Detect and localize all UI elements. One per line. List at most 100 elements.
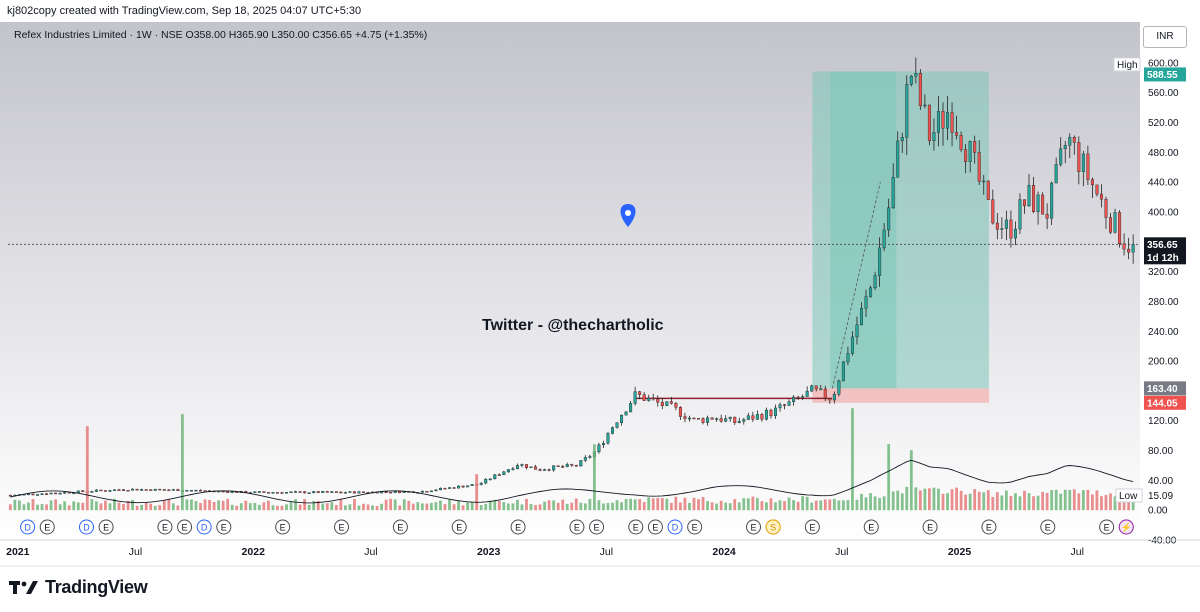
candle-body [1122, 243, 1126, 250]
candle [570, 463, 574, 467]
event-marker-earnings[interactable] [1040, 519, 1056, 535]
volume-bar [1027, 493, 1031, 511]
event-marker-earnings[interactable] [1099, 519, 1115, 535]
event-marker-dividend[interactable] [78, 519, 94, 535]
event-marker-earnings[interactable] [275, 519, 291, 535]
candle [90, 490, 94, 493]
candle [927, 104, 931, 146]
candle [642, 392, 646, 401]
candle-body [330, 491, 334, 493]
event-marker-earnings[interactable] [647, 519, 663, 535]
candle-body [1041, 194, 1045, 215]
volume-bar [402, 499, 406, 511]
volume-bar [946, 493, 949, 511]
event-marker-earnings[interactable] [804, 519, 820, 535]
stop-zone[interactable] [812, 388, 989, 403]
price-tick-label: 120.00 [1148, 416, 1179, 427]
volume-bar [778, 500, 782, 511]
price-tick-label: 320.00 [1148, 267, 1179, 278]
event-marker-earnings[interactable] [687, 519, 703, 535]
event-marker-earnings[interactable] [39, 519, 55, 535]
symbol-header[interactable]: Refex Industries Limited · 1W · NSE O358… [14, 29, 428, 41]
volume-bar [823, 499, 827, 511]
event-marker-earnings[interactable] [628, 519, 644, 535]
event-marker-earnings[interactable] [922, 519, 938, 535]
volume-bar [208, 499, 211, 511]
event-marker-dividend[interactable] [20, 519, 36, 535]
candle-body [719, 418, 723, 422]
volume-bar [171, 503, 175, 511]
currency-button[interactable]: INR [1143, 26, 1187, 48]
candle [262, 491, 266, 493]
candle [1013, 221, 1017, 246]
event-marker-earnings[interactable] [334, 519, 350, 535]
candle [710, 417, 714, 420]
volume-bar [248, 503, 252, 511]
volume-bar [488, 500, 492, 511]
volume-bar [606, 503, 610, 511]
event-marker-earnings[interactable] [569, 519, 585, 535]
candle-body [529, 466, 533, 468]
volume-bar [561, 499, 565, 511]
candle [683, 412, 687, 423]
price-axis[interactable] [1140, 22, 1200, 540]
candle-body [271, 492, 275, 494]
event-marker-earnings[interactable] [746, 519, 762, 535]
event-marker-earnings[interactable] [177, 519, 193, 535]
high-value-tag-bg [1144, 67, 1186, 82]
event-marker-earnings[interactable] [216, 519, 232, 535]
volume-bar [339, 499, 343, 511]
time-tick-label: 2022 [242, 546, 266, 558]
event-marker-dividend[interactable] [667, 519, 683, 535]
event-marker-earnings[interactable] [451, 519, 467, 535]
candle-body [1104, 199, 1108, 218]
event-marker-dividend[interactable] [196, 519, 212, 535]
event-marker-earnings[interactable] [392, 519, 408, 535]
tradingview-logo[interactable]: TradingView [9, 577, 148, 597]
candle-body [995, 222, 999, 230]
volume-bar [461, 505, 465, 511]
event-marker-label: E [574, 523, 580, 533]
volume-bar [955, 487, 958, 511]
event-marker-earnings[interactable] [157, 519, 173, 535]
price-tick-label: 80.00 [1148, 446, 1173, 457]
candle-body [81, 490, 85, 493]
candle [275, 492, 279, 494]
event-marker-label: E [986, 523, 992, 533]
volume-bar [502, 502, 506, 511]
event-marker-earnings[interactable] [510, 519, 526, 535]
event-marker-event[interactable] [1118, 519, 1134, 535]
volume-bar [1063, 489, 1067, 511]
volume-bar [556, 502, 560, 511]
candle-body [941, 111, 945, 129]
volume-bar [348, 504, 352, 511]
candle-body [787, 401, 791, 406]
candle-body [420, 490, 424, 493]
volume-bar [285, 504, 288, 511]
event-marker-earnings[interactable] [589, 519, 605, 535]
volume-bar [448, 499, 451, 511]
candle [746, 412, 750, 420]
candle-body [855, 324, 859, 338]
candle-body [393, 490, 397, 493]
volume-bar [941, 493, 945, 511]
event-marker-earnings[interactable] [98, 519, 114, 535]
candle-body [348, 491, 352, 493]
candle [131, 488, 135, 491]
candle-body [986, 180, 990, 200]
volume-bar [199, 502, 202, 511]
candle [271, 491, 275, 494]
event-marker-earnings[interactable] [981, 519, 997, 535]
candle-body [502, 471, 506, 475]
candle-body [149, 489, 153, 491]
event-marker-split[interactable] [765, 519, 781, 535]
candle-body [583, 457, 587, 461]
candle-body [1045, 213, 1049, 219]
candle [1054, 157, 1058, 184]
candle-body [923, 104, 927, 107]
volume-bar [407, 500, 411, 511]
volume-bar [923, 488, 927, 511]
candle [140, 488, 144, 491]
event-marker-earnings[interactable] [863, 519, 879, 535]
